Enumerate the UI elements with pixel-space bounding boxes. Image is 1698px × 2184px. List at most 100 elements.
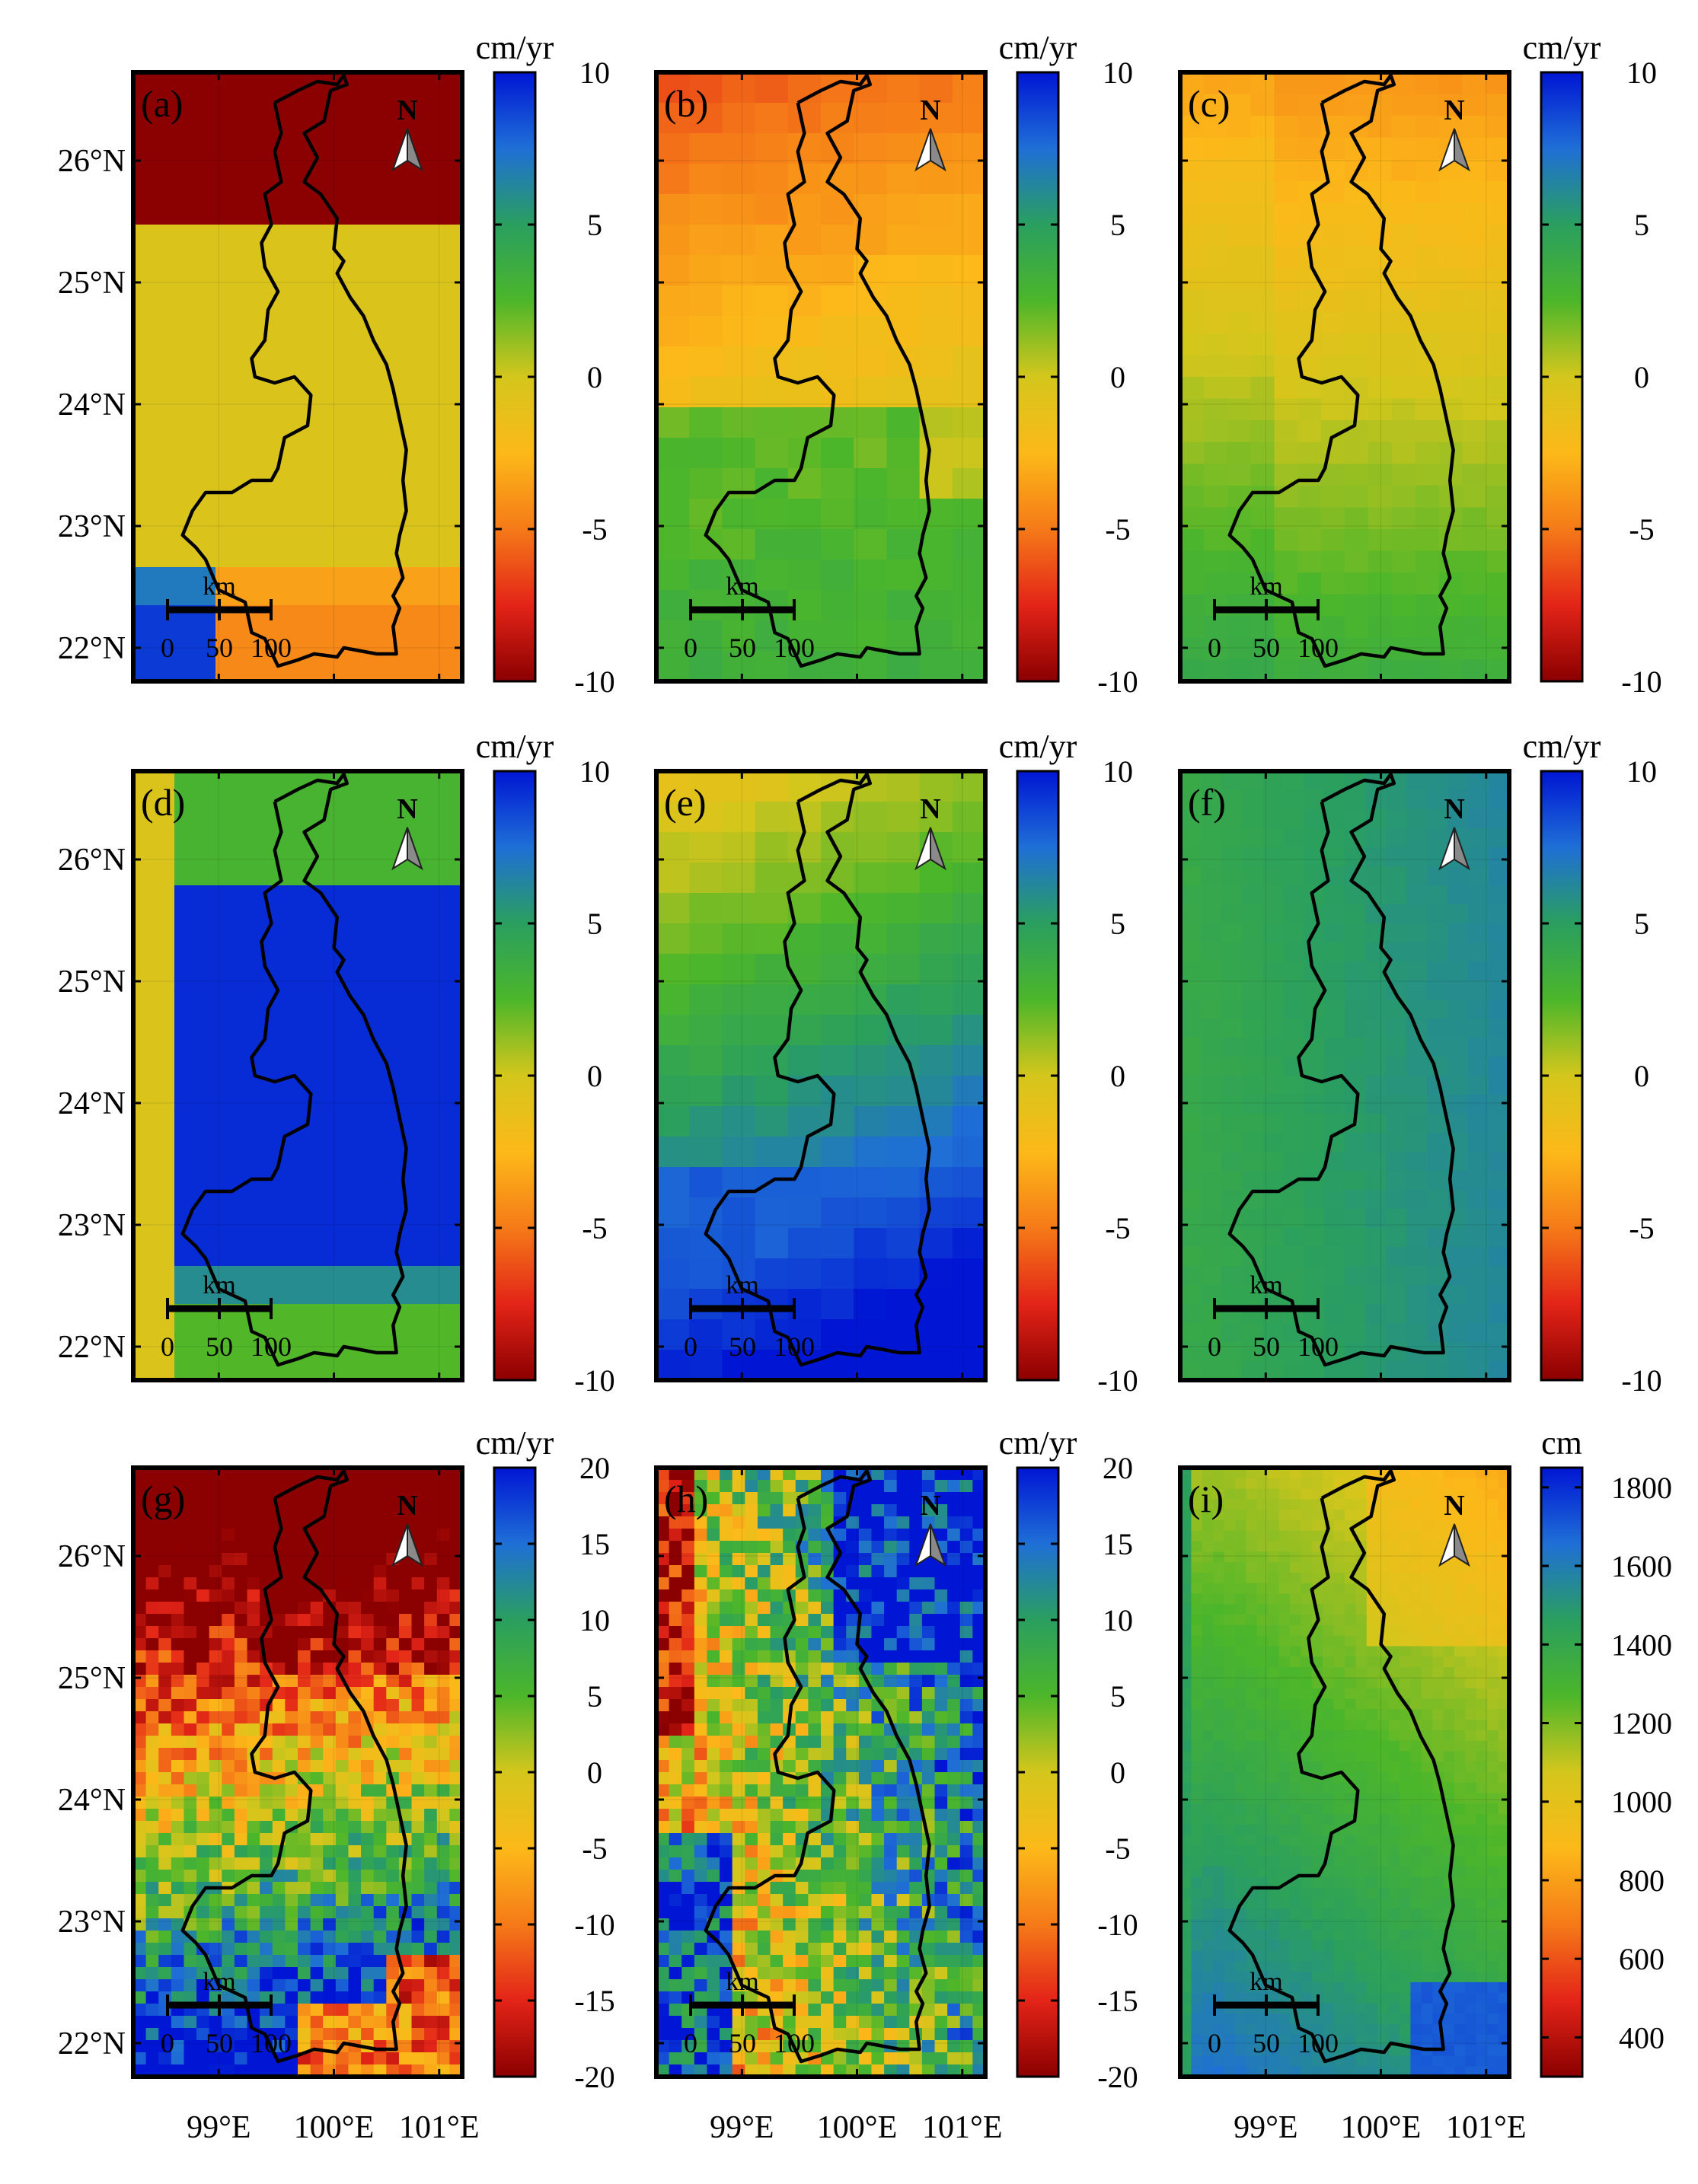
colorbar-tick-label: 0 (587, 1059, 602, 1093)
colorbar-tick-label: -5 (1105, 1832, 1130, 1866)
longitude-label: 99°E (710, 2110, 774, 2145)
panel-label: (c) (1188, 82, 1230, 125)
north-arrow-icon: N (391, 94, 423, 172)
scale-bar-tick-label: 0 (1208, 2028, 1221, 2058)
colorbar-tick-label: 5 (587, 907, 602, 941)
colorbar-tick-label: 0 (1110, 360, 1125, 394)
scale-bar-tick-label: 0 (161, 633, 174, 663)
colorbar: cm/yr 10 5 0 -5 -10 (999, 728, 1138, 1398)
scale-bar-tick-label: 100 (1297, 633, 1339, 663)
scale-bar: km 0 50 100 (684, 572, 815, 663)
colorbar-tick-label: -10 (574, 1363, 614, 1398)
scale-bar-tick-label: 50 (206, 2028, 233, 2058)
north-arrow-right (407, 1523, 423, 1567)
scale-bar: km 0 50 100 (684, 1271, 815, 1362)
longitude-label: 101°E (399, 2110, 479, 2145)
colorbar-tick-label: 1200 (1611, 1706, 1672, 1740)
colorbar-unit: cm/yr (476, 728, 554, 765)
scale-bar-tick-label: 50 (206, 1331, 233, 1362)
colorbar-tick-label: -10 (574, 1908, 614, 1942)
colorbar-unit: cm/yr (1523, 728, 1601, 765)
colorbar: cm/yr 10 5 0 -5 -10 (1523, 728, 1662, 1398)
colorbar-tick-label: 5 (1634, 208, 1649, 242)
colorbar-scale (1540, 1466, 1584, 2078)
basin-outline (1227, 772, 1455, 1367)
colorbar: cm/yr 20 15 10 5 0 -5 -10 -15 -20 (999, 1424, 1138, 2094)
latitude-label: 22°N (58, 1330, 126, 1365)
colorbar-tick-label: -5 (582, 1211, 607, 1245)
colorbar-unit: cm/yr (1523, 29, 1601, 66)
north-arrow-label: N (397, 94, 417, 126)
map-frame (654, 1465, 988, 2079)
colorbar-tick-label: 5 (587, 1679, 602, 1714)
map-frame (131, 769, 464, 1382)
colorbar-tick-label: -10 (1097, 1908, 1138, 1942)
colorbar-tick-label: 600 (1619, 1942, 1664, 1976)
colorbar-tick-label: 1600 (1611, 1549, 1672, 1583)
map-frame (131, 1465, 464, 2079)
colorbar-tick-label: -10 (1097, 1363, 1138, 1398)
colorbar-tick-label: 20 (579, 1451, 610, 1485)
latitude-label: 25°N (58, 1661, 126, 1696)
scale-bar-tick-label: 100 (1297, 1331, 1339, 1362)
scale-bar-unit: km (726, 1968, 758, 1996)
scale-bar-tick-label: 50 (1253, 1331, 1280, 1362)
north-arrow-icon: N (914, 1490, 946, 1567)
scale-bar-tick-label: 100 (251, 1331, 292, 1362)
north-arrow-icon: N (391, 793, 423, 871)
colorbar-tick-label: 0 (587, 360, 602, 394)
scale-bar: km 0 50 100 (161, 1271, 292, 1362)
basin-outline (180, 772, 408, 1367)
basin-outline (704, 73, 931, 668)
colorbar-tick-label: 5 (1110, 907, 1125, 941)
basin-outline (704, 1468, 931, 2064)
scale-bar-tick-label: 50 (206, 633, 233, 663)
graticule (1180, 72, 1509, 681)
colorbar-tick-label: 1400 (1611, 1628, 1672, 1662)
scale-bar-tick-label: 0 (684, 633, 697, 663)
colorbar-tick-label: 5 (587, 208, 602, 242)
map-frame (654, 769, 988, 1382)
colorbar-tick-label: 15 (579, 1527, 610, 1561)
graticule (1180, 1468, 1509, 2077)
colorbar-tick-label: 10 (579, 56, 610, 90)
raster-field (133, 72, 462, 681)
colorbar-tick-label: -5 (1629, 1211, 1654, 1245)
latitude-label: 22°N (58, 2026, 126, 2061)
colorbar-tick-label: 1800 (1611, 1471, 1672, 1505)
latitude-label: 22°N (58, 631, 126, 666)
colorbar: cm/yr 10 5 0 -5 -10 (476, 728, 615, 1398)
colorbar-tick-label: 5 (1634, 907, 1649, 941)
raster-field (656, 1468, 985, 2077)
longitude-label: 99°E (1234, 2110, 1297, 2145)
colorbar: cm 1800 1600 1400 1200 1000 800 600 400 (1540, 1424, 1672, 2078)
colorbar-tick-label: -5 (582, 1832, 607, 1866)
latitude-label: 24°N (58, 1783, 126, 1818)
scale-bar-tick-label: 100 (251, 2028, 292, 2058)
colorbar-unit: cm/yr (999, 728, 1077, 765)
latitude-label: 23°N (58, 1905, 126, 1940)
raster-field (656, 771, 985, 1380)
scale-bar-tick-label: 0 (161, 2028, 174, 2058)
latitude-label: 24°N (58, 387, 126, 422)
scale-bar-unit: km (726, 572, 758, 601)
colorbar-tick-label: 5 (1110, 208, 1125, 242)
scale-bar-tick-label: 0 (161, 1331, 174, 1362)
north-arrow-right (930, 128, 946, 172)
north-arrow-label: N (1444, 793, 1464, 825)
colorbar-tick-label: 5 (1110, 1679, 1125, 1714)
north-arrow-icon: N (1438, 1490, 1470, 1567)
scale-bar-unit: km (203, 572, 235, 601)
basin-outline (180, 73, 408, 668)
colorbar-tick-label: 400 (1619, 2020, 1664, 2055)
scale-bar-unit: km (726, 1271, 758, 1299)
raster-field (133, 771, 462, 1380)
colorbar-tick-label: 1000 (1611, 1785, 1672, 1819)
graticule (1180, 771, 1509, 1380)
scale-bar-tick-label: 50 (729, 633, 756, 663)
graticule (133, 1468, 462, 2077)
